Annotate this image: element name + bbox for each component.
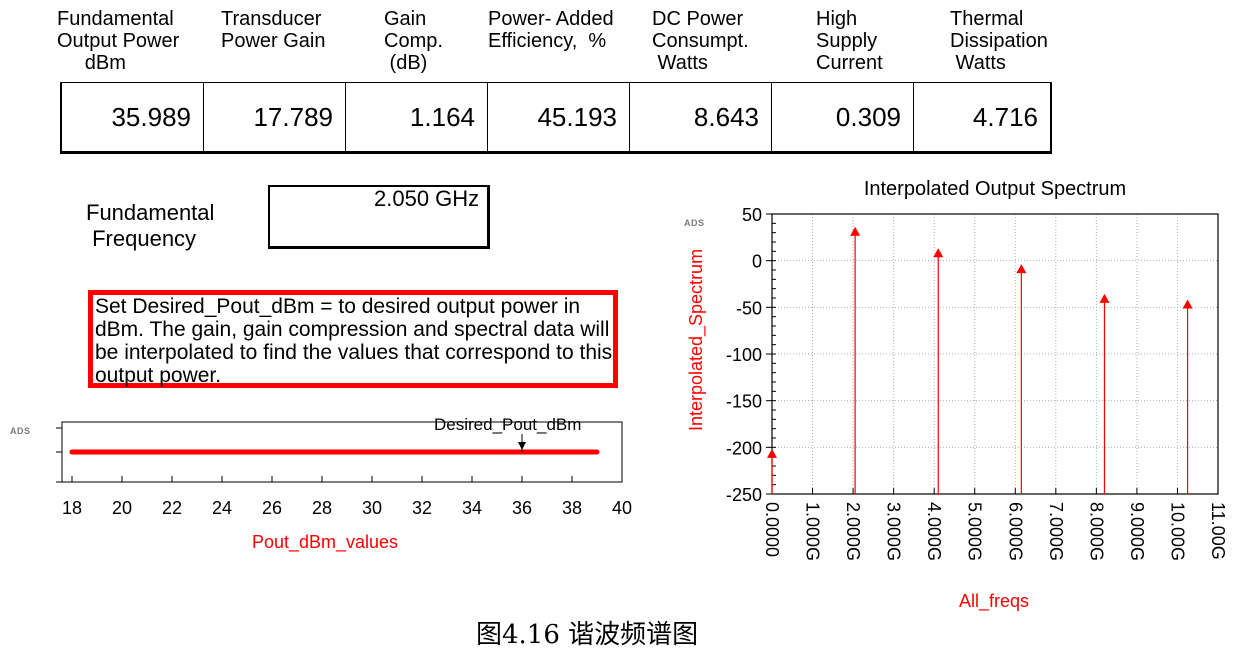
spectrum-chart: Interpolated Output Spectrum 50 0 -50 -100 -1… bbox=[686, 178, 1228, 612]
spectrum-point bbox=[1182, 299, 1193, 309]
spectrum-point bbox=[767, 448, 777, 458]
slider-tick-label: 26 bbox=[262, 498, 282, 518]
y-axis-label: Interpolated_Spectrum bbox=[686, 249, 707, 431]
spectrum-point bbox=[850, 226, 861, 236]
x-tick-label: 1.000G bbox=[803, 502, 823, 561]
y-tick-label: -200 bbox=[726, 438, 762, 458]
slider-marker-label: Desired_Pout_dBm bbox=[434, 415, 581, 434]
spectrum-point bbox=[1099, 293, 1110, 303]
results-table: 35.989 17.789 1.164 45.193 8.643 0.309 4.716 bbox=[60, 82, 1052, 154]
x-tick-label: 6.000G bbox=[1005, 502, 1025, 561]
table-cell-value: 17.789 bbox=[204, 83, 346, 151]
ads-badge-slider: ADS bbox=[10, 426, 31, 436]
x-tick-label: 3.000G bbox=[884, 502, 904, 561]
chart-title: Interpolated Output Spectrum bbox=[864, 178, 1126, 200]
table-cell-value: 8.643 bbox=[630, 83, 772, 151]
fundamental-frequency-label: Fundamental Frequency bbox=[86, 200, 215, 251]
ads-badge-chart: ADS bbox=[684, 218, 705, 228]
figure-caption: 图4.16 谐波频谱图 bbox=[476, 620, 699, 650]
x-tick-label: 2.000G bbox=[843, 502, 863, 561]
slider-tick-label: 20 bbox=[112, 498, 132, 518]
y-tick-label: -150 bbox=[726, 392, 762, 412]
table-cell-value: 0.309 bbox=[772, 83, 914, 151]
y-tick-label: -100 bbox=[726, 345, 762, 365]
table-cell-value: 1.164 bbox=[346, 83, 488, 151]
spectrum-point bbox=[933, 248, 944, 258]
slider-tick-label: 38 bbox=[562, 498, 582, 518]
y-tick-label: -50 bbox=[736, 298, 762, 318]
pout-slider-plot[interactable]: 18 20 22 24 26 28 30 32 34 36 38 40 Desired_Pout_dBm… bbox=[0, 400, 660, 560]
x-tick-label: 8.000G bbox=[1086, 502, 1106, 561]
table-header-2: Gain Comp. (dB) bbox=[384, 8, 443, 74]
table-header-0: Fundamental Output Power dBm bbox=[57, 8, 180, 74]
slider-tick-label: 34 bbox=[462, 498, 482, 518]
spectrum-point bbox=[1016, 264, 1027, 274]
table-header-5: High Supply Current bbox=[816, 8, 883, 74]
table-cell-value: 35.989 bbox=[62, 83, 204, 151]
table-header-1: Transducer Power Gain bbox=[221, 8, 326, 52]
slider-tick-label: 40 bbox=[612, 498, 632, 518]
slider-tick-label: 24 bbox=[212, 498, 232, 518]
x-tick-label: 11.00G bbox=[1208, 502, 1228, 560]
slider-x-label: Pout_dBm_values bbox=[252, 532, 398, 553]
slider-tick-label: 22 bbox=[162, 498, 182, 518]
y-tick-label: 0 bbox=[752, 252, 762, 272]
x-axis-label: All_freqs bbox=[959, 591, 1029, 612]
x-tick-label: 4.000G bbox=[924, 502, 944, 561]
table-header-3: Power- Added Efficiency, % bbox=[488, 8, 614, 52]
table-header-4: DC Power Consumpt. Watts bbox=[652, 8, 749, 74]
x-tick-label: 7.000G bbox=[1046, 502, 1066, 561]
slider-tick-label: 36 bbox=[512, 498, 532, 518]
slider-tick-label: 28 bbox=[312, 498, 332, 518]
y-tick-label: 50 bbox=[742, 205, 762, 225]
slider-tick-label: 18 bbox=[62, 498, 82, 518]
x-tick-label: 9.000G bbox=[1127, 502, 1147, 561]
x-tick-label: 10.00G bbox=[1167, 502, 1187, 561]
x-tick-label: 0.0000 bbox=[762, 502, 782, 557]
table-cell-value: 4.716 bbox=[972, 101, 1038, 132]
instruction-note: Set Desired_Pout_dBm = to desired output… bbox=[88, 290, 618, 388]
table-cell-value: 45.193 bbox=[488, 83, 630, 151]
table-header-6: Thermal Dissipation Watts bbox=[950, 8, 1048, 74]
fundamental-frequency-box bbox=[268, 185, 490, 249]
x-tick-label: 5.000G bbox=[965, 502, 985, 561]
slider-tick-label: 30 bbox=[362, 498, 382, 518]
fundamental-frequency-value: 2.050 GHz bbox=[374, 186, 480, 211]
slider-tick-label: 32 bbox=[412, 498, 432, 518]
slider-marker bbox=[518, 442, 526, 450]
y-tick-label: -250 bbox=[726, 485, 762, 505]
